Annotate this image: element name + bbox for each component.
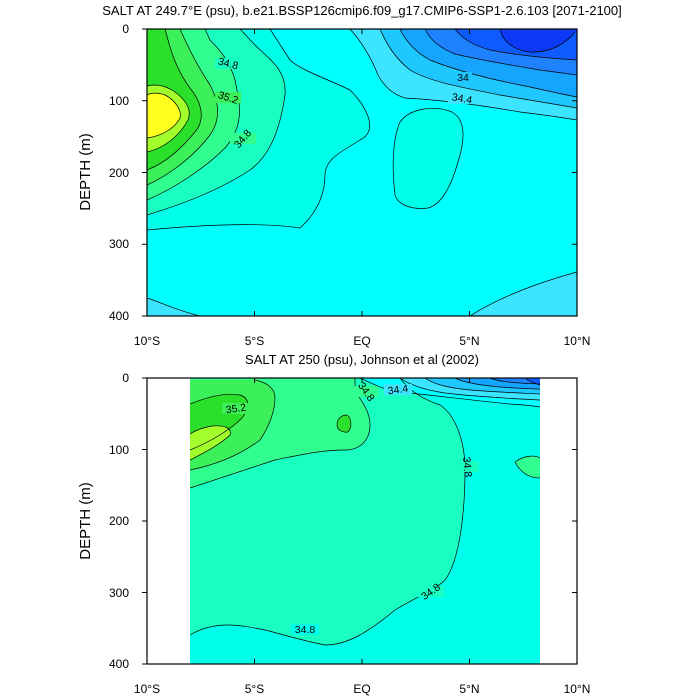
bottom-y-tick-100: 100: [109, 443, 129, 457]
bottom-contour-blue1: [454, 378, 540, 390]
top-fill-blue4: [500, 29, 577, 53]
bottom-fill-right-spot: [515, 456, 540, 478]
bottom-fill-aqua: [190, 378, 540, 664]
bottom-x-axis: 10°S 5°S EQ 5°N 10°N: [134, 378, 590, 696]
bottom-contour-right-spot: [514, 455, 540, 479]
top-contour-blue2: [424, 29, 577, 76]
bottom-contour-yellowgreen: [190, 425, 231, 461]
top-contour-green3: [147, 29, 240, 201]
bottom-x-tick-5s: 5°S: [245, 682, 264, 696]
bottom-y-tick-400: 400: [109, 657, 129, 671]
bottom-contour-cyan: [359, 378, 540, 408]
bottom-x-tick-5n: 5°N: [459, 682, 479, 696]
bottom-contour-label-34-8-d: 34.8: [295, 624, 316, 636]
bottom-contour-green2: [190, 379, 276, 471]
bottom-x-tick-eq: EQ: [353, 682, 370, 696]
top-contour-sky1: [349, 29, 577, 121]
top-x-tick-5s: 5°S: [245, 334, 264, 348]
top-contour-aqua: [147, 29, 370, 231]
top-x-tick-10n: 10°N: [564, 334, 591, 348]
top-contour-sky2: [379, 29, 577, 109]
top-y-tick-300: 300: [109, 237, 129, 251]
top-contour-deep-right: [469, 271, 577, 316]
top-contour-green2: [147, 29, 218, 186]
bottom-panel: SALT AT 250 (psu), Johnson et al (2002): [77, 352, 590, 696]
top-contour-deep-left: [147, 297, 201, 316]
bottom-contour-green-spot: [336, 414, 352, 433]
top-panel: SALT AT 249.7°E (psu), b.e21.BSSP126cmip…: [77, 3, 622, 348]
bottom-contour-blue2: [489, 378, 540, 385]
top-fill-deep-left: [147, 298, 200, 316]
bottom-y-tick-200: 200: [109, 514, 129, 528]
top-fill-yellow-core: [147, 93, 181, 138]
bottom-panel-title: SALT AT 250 (psu), Johnson et al (2002): [245, 352, 479, 367]
top-y-axis-label: DEPTH (m): [77, 133, 94, 211]
top-contour-blue4: [499, 29, 576, 53]
top-x-axis: 10°S 5°S EQ 5°N 10°N: [134, 29, 590, 348]
top-x-tick-10s: 10°S: [134, 334, 160, 348]
top-contour-seafoam: [147, 29, 286, 216]
top-y-tick-0: 0: [122, 22, 129, 36]
top-contour-label-34-8-a: 34.8: [217, 56, 240, 73]
top-contour-core: [147, 92, 181, 139]
bottom-contour-green3: [190, 378, 371, 489]
top-panel-title: SALT AT 249.7°E (psu), b.e21.BSSP126cmip…: [102, 3, 622, 18]
bottom-contour-label-34-4: 34.4: [387, 383, 409, 398]
bottom-y-tick-0: 0: [122, 371, 129, 385]
top-contour-lens: [392, 108, 464, 209]
bottom-x-tick-10n: 10°N: [564, 682, 591, 696]
top-y-tick-100: 100: [109, 94, 129, 108]
bottom-contour-blue3: [524, 378, 540, 386]
top-y-tick-400: 400: [109, 309, 129, 323]
top-contour-field: 34.8 35.2 34.8 34 34.4: [147, 29, 577, 316]
top-contour-yellowgreen: [147, 84, 190, 153]
top-contour-label-34: 34: [457, 72, 469, 84]
bottom-fill-green-spot: [337, 415, 351, 433]
bottom-y-axis: 0 100 200 300 400 DEPTH (m): [77, 371, 577, 671]
bottom-fill-yellowgreen: [190, 425, 231, 460]
bottom-x-tick-10s: 10°S: [134, 682, 160, 696]
top-contour-green1: [147, 29, 202, 171]
top-y-axis: 0 100 200 300 400 DEPTH (m): [77, 22, 577, 323]
bottom-y-axis-label: DEPTH (m): [77, 482, 94, 560]
bottom-contour-label-35-2: 35.2: [225, 402, 247, 417]
bottom-y-tick-300: 300: [109, 586, 129, 600]
bottom-contour-sky2: [424, 378, 540, 395]
top-x-tick-5n: 5°N: [459, 334, 479, 348]
top-fill-deep-right: [470, 272, 577, 316]
bottom-contour-field: 35.2 34.8 34.4 34.8 34.8 34.8: [190, 378, 540, 664]
top-y-tick-200: 200: [109, 166, 129, 180]
bottom-fill-blue3: [525, 378, 540, 385]
top-x-tick-eq: EQ: [353, 334, 370, 348]
top-fill-aqua-lens: [393, 108, 463, 209]
bottom-contour-label-34-8-b: 34.8: [460, 456, 474, 478]
top-contour-label-34-4: 34.4: [451, 91, 473, 106]
top-contour-blue3: [454, 29, 577, 61]
